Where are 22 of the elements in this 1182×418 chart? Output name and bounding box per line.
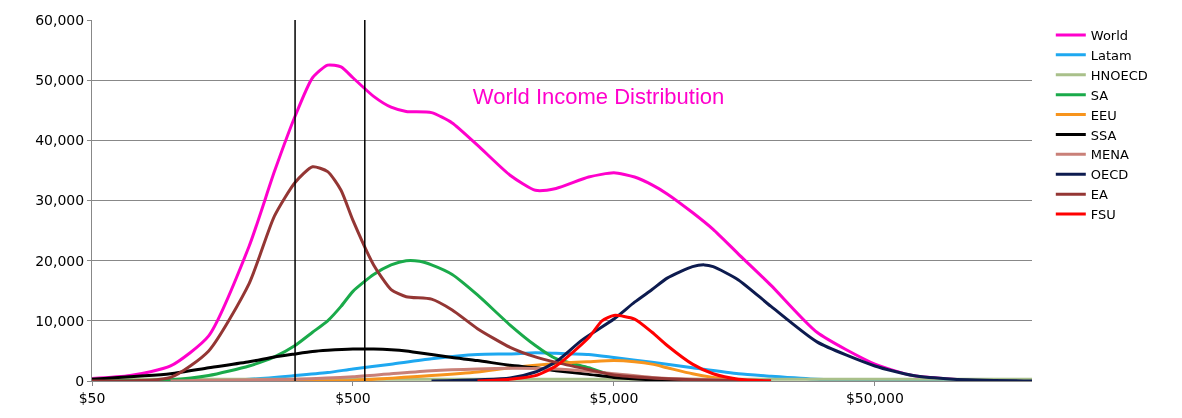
x-tick-label: $50,000 — [845, 389, 904, 406]
y-tick-label: 50,000 — [35, 72, 85, 89]
legend-label: SSA — [1090, 127, 1117, 143]
legend-label: World — [1090, 28, 1129, 44]
y-tick-label: 40,000 — [35, 132, 85, 149]
x-tick-label: $50 — [78, 389, 106, 406]
legend-label: SA — [1090, 87, 1109, 103]
legend-label: HNOECD — [1090, 67, 1148, 83]
legend-label: EA — [1090, 187, 1109, 203]
legend-label: Latam — [1090, 47, 1132, 63]
y-tick-label: 30,000 — [35, 192, 85, 209]
legend-label: OECD — [1090, 167, 1129, 183]
y-tick-label: 20,000 — [35, 252, 85, 269]
x-tick-label: $5,000 — [589, 389, 639, 406]
legend-label: MENA — [1090, 147, 1129, 163]
x-tick-label: $500 — [335, 389, 371, 406]
text: World Income Distribution — [472, 83, 725, 109]
legend-label: FSU — [1090, 207, 1116, 223]
legend-label: EEU — [1090, 107, 1117, 123]
y-tick-label: 60,000 — [35, 11, 85, 28]
y-tick-label: 10,000 — [35, 312, 85, 329]
y-tick-label: 0 — [75, 372, 85, 389]
